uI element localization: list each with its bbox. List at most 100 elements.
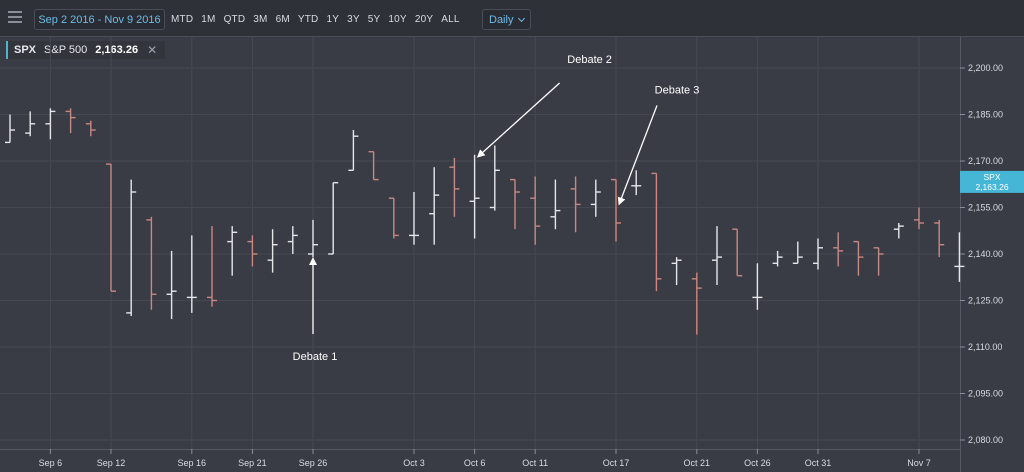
legend-price: 2,163.26 [95,44,139,56]
annotation-label: Debate 3 [655,85,700,97]
legend-name: S&P 500 [44,44,88,56]
period-all-button[interactable]: ALL [441,14,460,25]
period-3m-button[interactable]: 3M [253,14,268,25]
period-10y-button[interactable]: 10Y [388,14,407,25]
annotation-label: Debate 1 [293,351,338,363]
x-tick-label: Sep 26 [299,458,328,468]
y-tick-label: 2,125.00 [968,296,1003,306]
period-1y-button[interactable]: 1Y [326,14,340,25]
ohlc-bar [853,240,864,276]
x-tick-label: Oct 26 [744,458,771,468]
period-5y-button[interactable]: 5Y [367,14,381,25]
ohlc-bar [227,226,238,276]
ohlc-bar [65,108,76,134]
price-chart[interactable]: Debate 1 Debate 2 Debate 3 2,080.00 2,095.0… [0,37,1024,472]
ohlc-bar [813,238,823,270]
y-tick-label: 2,170.00 [968,156,1003,166]
x-tick-label: Nov 7 [907,458,931,468]
ohlc-bar [732,228,743,277]
interval-select[interactable]: Daily [482,9,531,30]
ohlc-bar [651,172,662,292]
ohlc-bar [833,232,844,267]
y-tick-label: 2,080.00 [968,435,1003,445]
legend-symbol: SPX [14,44,37,56]
ohlc-bar [671,257,682,285]
x-tick-label: Oct 21 [684,458,711,468]
annotation-label: Debate 2 [567,54,612,66]
annotation-1: Debate 1 [293,257,338,363]
ohlc-bar [409,192,419,245]
period-20y-button[interactable]: 20Y [414,14,434,25]
period-1m-button[interactable]: 1M [201,14,216,25]
ohlc-bar [388,197,399,239]
ohlc-bar [308,219,318,258]
x-tick-label: Sep 21 [238,458,267,468]
y-tick-label: 2,140.00 [968,249,1003,259]
ohlc-bar [328,181,339,255]
ohlc-bar [348,130,359,172]
x-tick-label: Oct 17 [603,458,630,468]
date-range-selector[interactable]: Sep 2 2016 - Nov 9 2016 [34,9,165,30]
ohlc-bar [106,163,116,292]
series-legend: SPX S&P 500 2,163.26 ✕ [6,41,166,59]
ohlc-bar [914,207,924,230]
price-tag-symbol: SPX [983,172,1000,182]
chart-grid [0,37,961,472]
ohlc-bar [752,263,763,310]
ohlc-bar [368,150,379,181]
ohlc-bar [550,179,561,230]
y-tick-label: 2,110.00 [968,342,1002,352]
period-buttons: MTD 1M QTD 3M 6M YTD 1Y 3Y 5Y 10Y 20Y AL… [167,9,464,30]
annotation-arrow [476,82,561,158]
ohlc-bar [691,272,702,335]
close-icon[interactable]: ✕ [147,43,158,57]
y-tick-label: 2,155.00 [968,203,1003,213]
ohlc-bar [934,219,945,258]
ohlc-bar [611,178,621,242]
y-tick-label: 2,200.00 [968,63,1003,73]
period-mtd-button[interactable]: MTD [171,14,194,25]
x-tick-label: Oct 31 [805,458,832,468]
period-3y-button[interactable]: 3Y [347,14,360,25]
x-tick-label: Oct 3 [403,458,425,468]
ohlc-bar [469,154,480,239]
price-tag-background [960,170,1024,193]
chevron-down-icon [517,14,526,23]
toolbar: Sep 2 2016 - Nov 9 2016 MTD 1M QTD 3M 6M… [0,0,1024,37]
ohlc-bar [954,232,965,282]
ohlc-bar [85,120,96,137]
ohlc-bar [247,235,258,267]
x-tick-label: Sep 6 [39,458,63,468]
ohlc-bar [25,111,36,137]
ohlc-bar [146,216,157,310]
ohlc-bar [267,229,278,273]
x-tick-label: Sep 16 [178,458,207,468]
ohlc-bar [166,250,177,320]
price-tag-value: 2,163.26 [975,182,1008,192]
ohlc-bars [5,108,965,335]
annotation-3: Debate 3 [617,85,700,206]
period-qtd-button[interactable]: QTD [223,14,246,25]
x-tick-label: Oct 6 [464,458,486,468]
menu-icon[interactable] [8,11,22,23]
ohlc-bar [772,250,783,267]
period-6m-button[interactable]: 6M [275,14,290,25]
ohlc-bar [5,114,15,144]
interval-select-label: Daily [489,14,514,26]
ohlc-bar [186,235,197,313]
x-axis: Sep 6 Sep 12 Sep 16 Sep 21 Sep 26 Oct 3 Oct 6 O… [39,449,931,468]
period-ytd-button[interactable]: YTD [297,14,319,25]
ohlc-bar [489,145,500,211]
annotation-2: Debate 2 [476,54,612,158]
ohlc-bar [530,176,541,245]
x-tick-label: Sep 12 [97,458,126,468]
ohlc-bar [631,170,642,196]
ohlc-bar [510,178,520,230]
price-tag: SPX 2,163.26 [960,170,1024,193]
ohlc-bar [287,226,298,254]
ohlc-bar [45,108,56,140]
ohlc-bar [570,176,581,233]
y-tick-label: 2,185.00 [968,110,1003,120]
x-tick-label: Oct 11 [522,458,548,468]
ohlc-bar [893,223,904,239]
